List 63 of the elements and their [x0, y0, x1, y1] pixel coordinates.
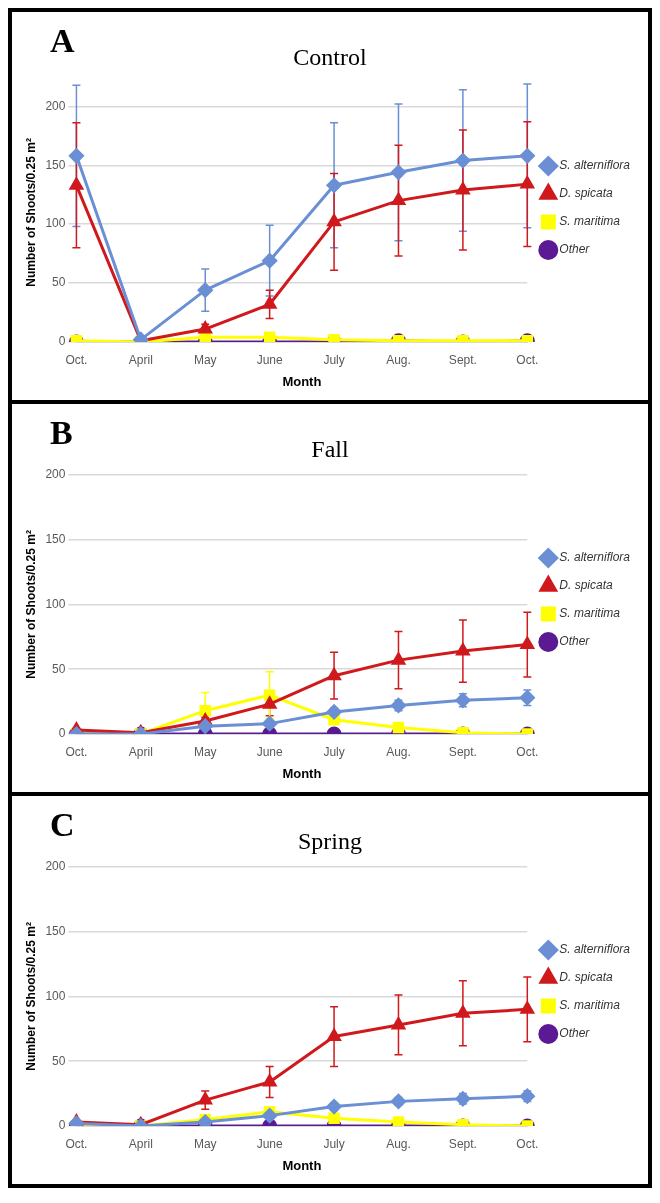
- legend-label: S. maritima: [559, 998, 621, 1013]
- y-tick-label: 150: [45, 923, 66, 938]
- x-tick-label: April: [128, 744, 153, 759]
- legend-label: D. spicata: [559, 186, 613, 201]
- chart-title: Spring: [297, 827, 363, 854]
- x-tick-label: Aug.: [386, 1136, 411, 1151]
- y-axis-title: Number of Shoots/0.25 m²: [23, 138, 38, 287]
- x-axis-title: Month: [282, 765, 322, 781]
- y-tick-label: 200: [45, 467, 66, 482]
- x-tick-label: June: [256, 744, 283, 759]
- y-tick-label: 150: [45, 531, 66, 546]
- legend-label: S. alterniflora: [559, 158, 631, 173]
- legend-label: S. alterniflora: [559, 942, 631, 957]
- x-tick-label: Oct.: [65, 1136, 88, 1151]
- x-tick-label: Aug.: [386, 744, 411, 759]
- x-tick-label: Oct.: [65, 744, 88, 759]
- x-tick-label: May: [193, 1136, 217, 1151]
- legend-label: Other: [559, 634, 591, 649]
- x-tick-label: Sept.: [448, 744, 477, 759]
- y-axis-title: Number of Shoots/0.25 m²: [23, 922, 38, 1071]
- y-tick-label: 200: [45, 859, 66, 874]
- chart-title: Control: [293, 43, 367, 70]
- text: A: [50, 21, 75, 59]
- x-tick-label: Oct.: [516, 744, 539, 759]
- y-axis-title: Number of Shoots/0.25 m²: [23, 530, 38, 679]
- chart-title: Fall: [311, 435, 349, 462]
- x-tick-label: June: [256, 1136, 283, 1151]
- legend-label: Other: [559, 1026, 591, 1041]
- x-axis-title: Month: [282, 1157, 322, 1173]
- y-tick-label: 50: [52, 275, 66, 290]
- y-tick-label: 150: [45, 157, 66, 172]
- x-tick-label: Oct.: [516, 1136, 539, 1151]
- x-tick-label: June: [256, 352, 283, 367]
- text: B: [50, 413, 73, 451]
- x-tick-label: July: [323, 744, 345, 759]
- x-tick-label: May: [193, 744, 217, 759]
- x-tick-label: Sept.: [448, 1136, 477, 1151]
- x-tick-label: April: [128, 352, 153, 367]
- y-tick-label: 100: [45, 216, 66, 231]
- x-tick-label: Oct.: [516, 352, 539, 367]
- x-tick-label: Aug.: [386, 352, 411, 367]
- y-tick-label: 0: [58, 334, 66, 349]
- x-tick-label: Sept.: [448, 352, 477, 367]
- text: C: [50, 805, 75, 843]
- x-tick-label: May: [193, 352, 217, 367]
- x-tick-label: April: [128, 1136, 153, 1151]
- y-tick-label: 50: [52, 1053, 66, 1068]
- legend-label: Other: [559, 242, 591, 257]
- x-axis-title: Month: [282, 373, 322, 389]
- x-tick-label: Oct.: [65, 352, 88, 367]
- y-tick-label: 0: [58, 1118, 66, 1133]
- x-tick-label: July: [323, 1136, 345, 1151]
- legend-label: D. spicata: [559, 970, 613, 985]
- y-tick-label: 100: [45, 596, 66, 611]
- x-tick-label: July: [323, 352, 345, 367]
- legend-label: D. spicata: [559, 578, 613, 593]
- legend-label: S. alterniflora: [559, 550, 631, 565]
- legend-label: S. maritima: [559, 606, 621, 621]
- y-tick-label: 50: [52, 661, 66, 676]
- legend-label: S. maritima: [559, 214, 621, 229]
- y-tick-label: 100: [45, 988, 66, 1003]
- y-tick-label: 200: [45, 98, 66, 113]
- y-tick-label: 0: [58, 726, 66, 741]
